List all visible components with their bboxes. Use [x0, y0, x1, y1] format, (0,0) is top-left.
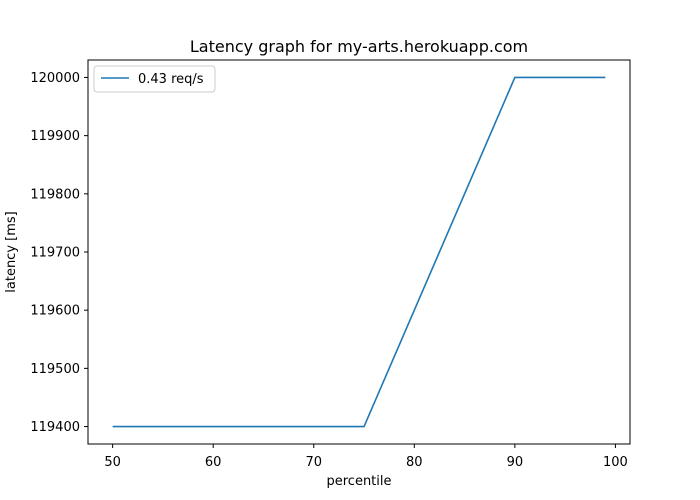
- chart-title: Latency graph for my-arts.herokuapp.com: [190, 37, 528, 56]
- y-tick-label-119800: 119800: [30, 187, 80, 202]
- y-tick-label-119400: 119400: [30, 420, 80, 435]
- x-tick-label-60: 60: [205, 455, 222, 470]
- x-tick-label-50: 50: [104, 455, 121, 470]
- legend-label-0: 0.43 req/s: [138, 72, 204, 87]
- x-axis-title: percentile: [326, 474, 391, 489]
- y-tick-label-119900: 119900: [30, 129, 80, 144]
- x-tick-label-80: 80: [406, 455, 423, 470]
- x-tick-label-100: 100: [603, 455, 628, 470]
- x-tick-label-70: 70: [305, 455, 322, 470]
- legend-box: [93, 65, 216, 93]
- y-tick-label-120000: 120000: [30, 71, 80, 86]
- x-axis-ticks: 50 60 70 80 90 100: [104, 444, 628, 470]
- y-tick-label-119700: 119700: [30, 246, 80, 261]
- series-line-0: [112, 76, 606, 428]
- plot-area: [112, 76, 606, 428]
- y-axis-title: latency [ms]: [4, 211, 19, 292]
- y-axis-ticks: 119400 119500 119600 119700 119800 119900 1200…: [30, 71, 88, 435]
- y-tick-label-119600: 119600: [30, 304, 80, 319]
- y-tick-label-119500: 119500: [30, 362, 80, 377]
- legend: 0.43 req/s: [93, 65, 216, 93]
- x-tick-label-90: 90: [507, 455, 524, 470]
